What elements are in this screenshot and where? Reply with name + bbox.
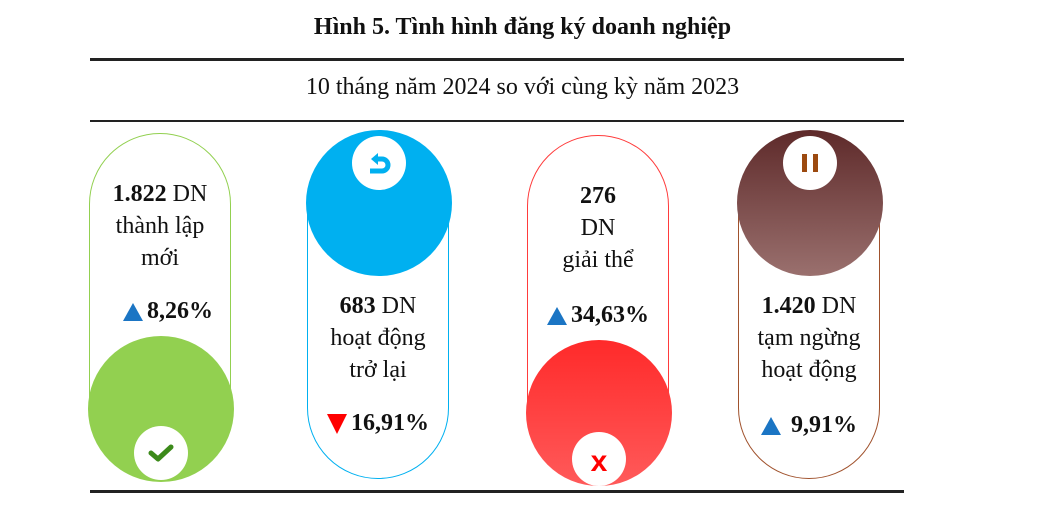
return-badge	[352, 136, 406, 190]
pause-icon	[802, 154, 818, 172]
brown-circle	[737, 130, 883, 276]
label-line: tạm ngừng	[757, 325, 861, 351]
label-line: hoạt động	[330, 325, 426, 351]
return-arrow-icon	[370, 153, 391, 174]
x-badge: x	[572, 432, 626, 486]
check-icon	[148, 444, 174, 462]
label-line: hoạt động	[761, 357, 857, 383]
top-divider	[90, 58, 904, 61]
check-badge	[134, 426, 188, 480]
label-line: thành lập	[115, 213, 205, 239]
count-value: 683 DN	[339, 293, 417, 319]
figure-title: Hình 5. Tình hình đăng ký doanh nghiệp	[313, 14, 732, 40]
x-icon: x	[590, 445, 608, 478]
label-line: trở lại	[349, 357, 407, 383]
count-value: 1.420 DN	[761, 293, 857, 319]
triangle-up-icon	[123, 302, 143, 321]
green-circle	[88, 336, 234, 482]
subtitle-divider	[90, 120, 904, 122]
change-indicator: 16,91%	[308, 410, 448, 437]
triangle-up-icon	[761, 416, 781, 435]
card-dissolved-businesses: 276 DN giải thể 34,63% x	[526, 135, 672, 486]
change-indicator: 34,63%	[528, 302, 668, 329]
count-value: 1.822 DN	[112, 181, 208, 207]
card-new-businesses: 1.822 DN thành lập mới 8,26%	[88, 133, 234, 482]
blue-circle	[306, 130, 452, 276]
card-suspended-businesses: 1.420 DN tạm ngừng hoạt động 9,91%	[737, 130, 883, 479]
period-subtitle: 10 tháng năm 2024 so với cùng kỳ năm 202…	[305, 74, 740, 100]
change-indicator: 8,26%	[98, 298, 238, 325]
triangle-up-icon	[547, 306, 567, 325]
pause-badge	[783, 136, 837, 190]
label-line: giải thể	[562, 247, 634, 273]
card-resumed-businesses: 683 DN hoạt động trở lại 16,91%	[306, 130, 452, 479]
count-value: 276	[580, 183, 616, 209]
unit-label: DN	[580, 215, 616, 241]
bottom-divider	[90, 490, 904, 493]
triangle-down-icon	[327, 413, 347, 434]
label-line: mới	[140, 245, 180, 271]
red-circle: x	[526, 340, 672, 486]
change-indicator: 9,91%	[739, 412, 879, 439]
